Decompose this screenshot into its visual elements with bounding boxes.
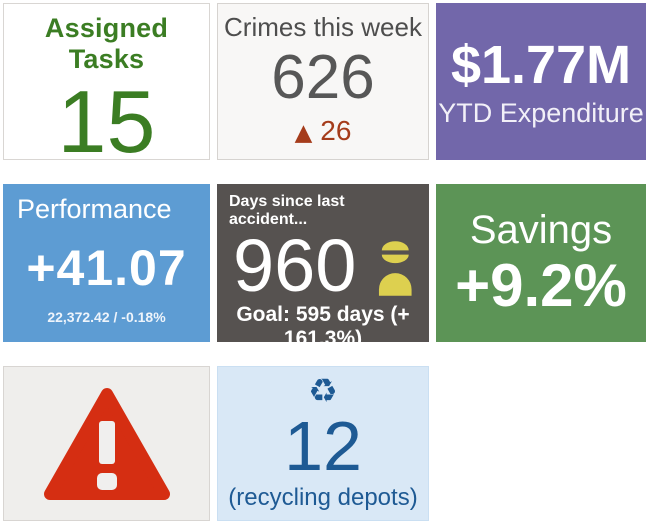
tile-crimes-this-week: Crimes this week 626 ▲ 26 xyxy=(217,3,429,160)
accident-value: 960 xyxy=(233,224,357,307)
expenditure-label: YTD Expenditure xyxy=(438,98,644,129)
crimes-value: 626 xyxy=(271,43,375,112)
tile-assigned-tasks: Assigned Tasks 15 xyxy=(3,3,210,160)
tile-warning xyxy=(3,366,210,521)
crimes-delta-value: 26 xyxy=(320,114,352,146)
expenditure-value: $1.77M xyxy=(450,34,632,95)
tile-ytd-expenditure: $1.77M YTD Expenditure xyxy=(436,3,646,160)
performance-detail: 22,372.42 / -0.18% xyxy=(47,309,166,325)
recycling-value: 12 xyxy=(284,406,362,485)
tile-empty xyxy=(436,366,646,521)
crimes-title: Crimes this week xyxy=(224,12,422,42)
performance-title: Performance xyxy=(17,194,172,224)
tile-savings: Savings +9.2% xyxy=(436,184,646,342)
accident-goal: Goal: 595 days (+ 161.3%) xyxy=(236,303,410,342)
crimes-delta: ▲ 26 xyxy=(218,115,428,147)
accident-title: Days since last accident... xyxy=(229,193,345,228)
up-triangle-icon: ▲ xyxy=(294,119,313,146)
tile-recycling-depots: ♻ 12 (recycling depots) xyxy=(217,366,429,521)
accident-value-row: 960 xyxy=(229,229,417,303)
savings-value: +9.2% xyxy=(455,251,627,319)
recycling-label: (recycling depots) xyxy=(228,484,418,511)
warning-triangle-icon xyxy=(43,387,170,500)
recycle-icon: ♻ xyxy=(308,371,338,410)
performance-value: +41.07 xyxy=(26,240,187,296)
tile-days-since-accident: Days since last accident... 960 Goal: 59… xyxy=(217,184,429,342)
tile-performance: Performance +41.07 22,372.42 / -0.18% xyxy=(3,184,210,342)
savings-title: Savings xyxy=(469,207,613,252)
assigned-tasks-value: 15 xyxy=(57,72,156,160)
worker-icon xyxy=(379,241,413,296)
assigned-tasks-title: Assigned Tasks xyxy=(44,13,169,74)
